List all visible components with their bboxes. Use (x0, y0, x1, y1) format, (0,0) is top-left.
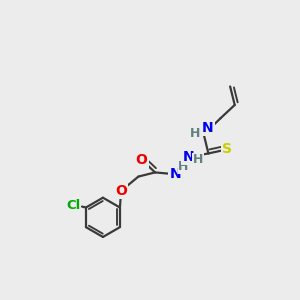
Text: O: O (136, 153, 148, 167)
Text: N: N (202, 121, 214, 135)
Text: N: N (182, 150, 194, 164)
Text: S: S (222, 142, 232, 156)
Text: H: H (190, 127, 200, 140)
Text: N: N (169, 167, 181, 181)
Text: H: H (193, 153, 203, 166)
Text: H: H (178, 160, 189, 173)
Text: Cl: Cl (66, 199, 80, 212)
Text: O: O (115, 184, 127, 198)
